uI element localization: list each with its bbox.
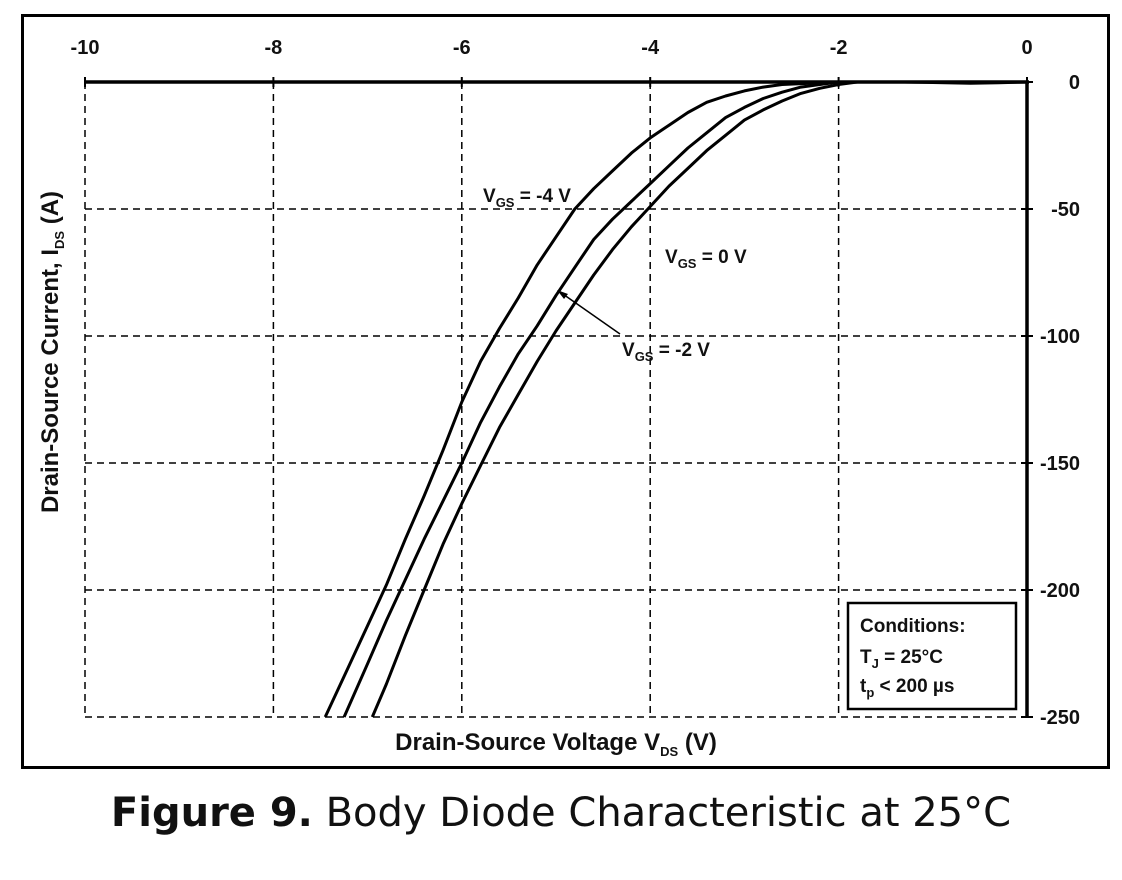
x-tick-label: 0 xyxy=(1021,37,1032,59)
figure-caption: Figure 9. Body Diode Characteristic at 2… xyxy=(0,790,1122,836)
x-tick-label: -8 xyxy=(265,37,283,59)
y-axis-label: Drain-Source Current, IDS (A) xyxy=(37,191,67,513)
conditions-tj: TJ = 25°C xyxy=(860,647,943,671)
chart-svg: -10 -8 -6 -4 -2 0 0 -50 -100 -150 -200 -250 Drain-… xyxy=(37,37,1080,759)
y-tick-label: -200 xyxy=(1040,580,1080,602)
chart-frame xyxy=(21,14,1110,769)
conditions-title: Conditions: xyxy=(860,616,966,637)
annotation-arrowhead xyxy=(557,290,568,299)
x-tick-label: -6 xyxy=(453,37,471,59)
series-curves xyxy=(323,80,1028,718)
y-tick-label: -50 xyxy=(1051,199,1080,221)
caption-text: Body Diode Characteristic at 25°C xyxy=(312,790,1012,836)
grid-lines xyxy=(84,82,1027,718)
y-tick-labels: 0 -50 -100 -150 -200 -250 xyxy=(1040,72,1080,729)
y-tick-label: 0 xyxy=(1069,72,1080,94)
conditions-box xyxy=(846,601,1018,711)
y-tick-label: -150 xyxy=(1040,453,1080,475)
annotation-pointer-line xyxy=(559,291,621,335)
series-label-vgs-neg2: VGS = -2 V xyxy=(622,340,710,364)
series-line-1 xyxy=(342,80,867,718)
x-tick-labels: -10 -8 -6 -4 -2 0 xyxy=(71,37,1033,59)
x-axis-label: Drain-Source Voltage VDS (V) xyxy=(395,729,717,759)
series-label-vgs-0: VGS = 0 V xyxy=(665,247,747,271)
x-tick-label: -10 xyxy=(71,37,100,59)
series-line-0 xyxy=(323,80,867,718)
y-tick-label: -250 xyxy=(1040,707,1080,729)
series-label-vgs-neg4: VGS = -4 V xyxy=(483,186,571,210)
conditions-tp: tp < 200 µs xyxy=(860,676,954,700)
x-tick-label: -2 xyxy=(830,37,848,59)
caption-figure-number: Figure 9. xyxy=(110,790,313,836)
y-tick-label: -100 xyxy=(1040,326,1080,348)
series-line-2 xyxy=(370,80,1028,718)
x-tick-label: -4 xyxy=(641,37,660,59)
